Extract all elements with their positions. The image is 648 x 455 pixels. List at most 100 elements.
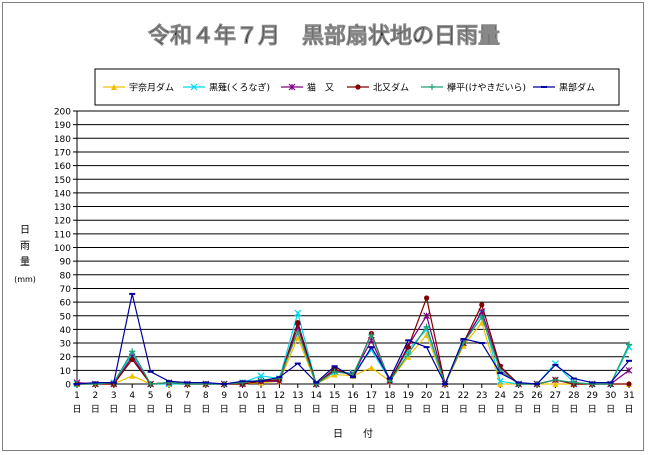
x-tick-suffix: 日 [238, 404, 247, 415]
legend-item: 北又ダム [347, 82, 409, 94]
x-tick-suffix: 日 [201, 404, 210, 415]
data-point [478, 314, 485, 321]
data-point [129, 372, 136, 379]
legend-item: 欅平(けやきだいら) [421, 83, 526, 94]
x-tick-suffix: 日 [183, 404, 192, 415]
x-axis-ticks: 1日2日3日4日5日6日7日8日9日10日11日12日13日14日15日16日1… [72, 391, 634, 415]
data-point [552, 381, 559, 387]
x-tick-suffix: 日 [164, 404, 173, 415]
series-lines [73, 292, 633, 388]
data-point [429, 84, 435, 90]
chart-title: 令和４年７月 黒部扇状地の日雨量 [148, 23, 500, 49]
data-point [405, 344, 411, 350]
x-tick-label: 19 [402, 391, 414, 401]
data-point [368, 331, 375, 338]
y-tick-label: 190 [54, 121, 71, 131]
data-point [423, 323, 430, 330]
data-point [355, 84, 361, 90]
x-tick-suffix: 日 [330, 404, 339, 415]
series-line [77, 295, 629, 386]
x-tick-label: 24 [494, 391, 506, 401]
x-tick-suffix: 日 [348, 404, 357, 415]
legend-item: 黒薙(くろなぎ) [183, 82, 270, 94]
x-tick-label: 6 [166, 391, 172, 401]
x-tick-suffix: 日 [459, 404, 468, 415]
x-tick-label: 26 [531, 391, 543, 401]
x-tick-label: 29 [586, 391, 598, 401]
x-tick-label: 5 [148, 391, 154, 401]
data-point [294, 329, 301, 336]
data-point [625, 366, 633, 374]
y-axis-ticks: 0 10 20 30 40 50 60 70 80 90 100 110 120 130 140 150 160… [54, 108, 71, 391]
x-tick-suffix: 日 [404, 404, 413, 415]
y-tick-label: 50 [60, 312, 72, 322]
y-tick-label: 0 [65, 381, 71, 391]
x-tick-label: 28 [568, 391, 580, 401]
data-point [496, 377, 504, 385]
data-point [190, 83, 198, 91]
y-tick-label: 40 [60, 326, 72, 336]
x-tick-suffix: 日 [91, 404, 100, 415]
chart-frame: 令和４年７月 黒部扇状地の日雨量 宇奈月ダム 黒薙(くろなぎ) 猫 又 北又ダム 欅平(… [2, 2, 644, 451]
legend-item: 猫 又 [281, 82, 334, 94]
y-tick-label: 130 [54, 203, 71, 213]
data-point [405, 350, 412, 357]
x-tick-label: 27 [550, 391, 561, 401]
x-tick-label: 1 [74, 391, 80, 401]
x-tick-suffix: 日 [477, 404, 486, 415]
x-tick-label: 25 [513, 391, 524, 401]
x-tick-label: 7 [185, 391, 191, 401]
data-point [294, 309, 302, 317]
legend-label: 宇奈月ダム [129, 82, 174, 94]
x-tick-label: 4 [129, 391, 135, 401]
y-tick-label: 160 [54, 162, 71, 172]
y-tick-label: 80 [60, 271, 72, 281]
data-point [479, 302, 485, 308]
y-axis-label-line: 量 [20, 256, 30, 268]
y-tick-label: 180 [54, 135, 71, 145]
x-tick-suffix: 日 [624, 404, 633, 415]
y-tick-label: 170 [54, 148, 71, 158]
x-tick-label: 21 [439, 391, 450, 401]
data-point [423, 312, 430, 320]
plot-grid [73, 110, 630, 388]
x-tick-label: 13 [292, 391, 303, 401]
x-tick-suffix: 日 [551, 404, 560, 415]
x-tick-suffix: 日 [220, 404, 229, 415]
legend-label: 黒部ダム [559, 82, 595, 94]
x-tick-label: 15 [329, 391, 340, 401]
legend-label: 北又ダム [373, 82, 409, 94]
y-axis-label-line: 日 [20, 225, 30, 236]
data-point [478, 319, 485, 326]
x-tick-suffix: 日 [496, 404, 505, 415]
x-tick-label: 22 [458, 391, 469, 401]
y-tick-label: 150 [54, 176, 71, 186]
x-tick-suffix: 日 [440, 404, 449, 415]
data-point [129, 348, 136, 355]
y-tick-label: 70 [60, 285, 72, 295]
x-tick-suffix: 日 [422, 404, 431, 415]
x-axis-label: 日 付 [333, 427, 373, 440]
x-tick-label: 20 [421, 391, 433, 401]
x-tick-label: 2 [93, 391, 99, 401]
data-point [570, 379, 577, 386]
x-tick-label: 14 [310, 391, 322, 401]
x-tick-suffix: 日 [514, 404, 523, 415]
legend-item: 黒部ダム [533, 82, 595, 94]
y-tick-label: 120 [54, 217, 71, 227]
x-tick-suffix: 日 [72, 404, 81, 415]
x-tick-label: 3 [111, 391, 117, 401]
series [74, 292, 632, 386]
x-tick-label: 8 [203, 391, 209, 401]
data-point [257, 372, 265, 380]
x-tick-suffix: 日 [128, 404, 137, 415]
data-point [626, 341, 632, 348]
data-point [111, 84, 117, 90]
x-tick-label: 10 [237, 391, 249, 401]
data-point [368, 364, 375, 371]
x-tick-label: 23 [476, 391, 487, 401]
y-tick-label: 100 [54, 244, 71, 254]
y-tick-label: 30 [60, 340, 72, 350]
y-axis-label: 日雨量 (mm) [14, 225, 36, 284]
x-tick-suffix: 日 [109, 404, 118, 415]
